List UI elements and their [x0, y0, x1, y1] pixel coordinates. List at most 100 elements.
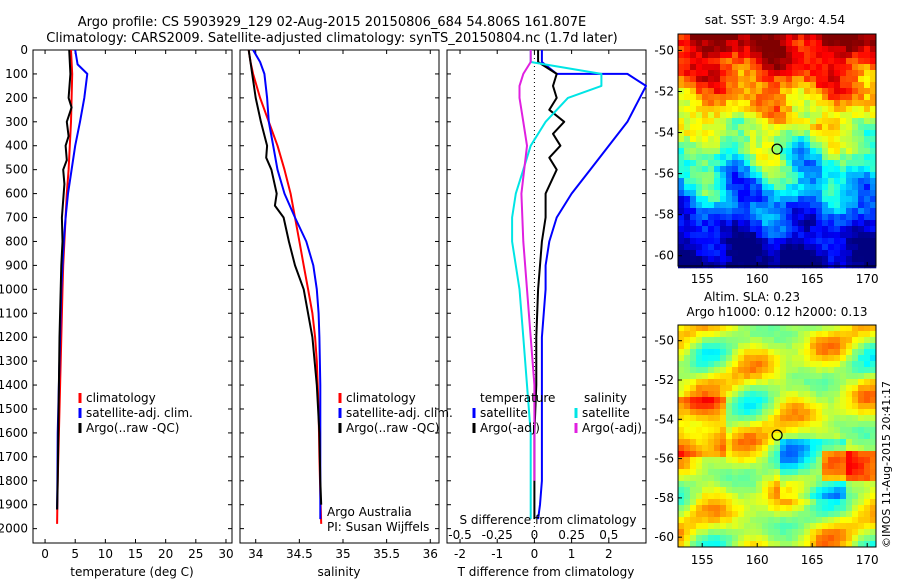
map-pixel — [750, 112, 757, 119]
map-pixel — [678, 100, 685, 107]
map-pixel — [684, 421, 691, 428]
map-pixel — [732, 46, 739, 53]
map-pixel — [702, 463, 709, 470]
map-pixel — [702, 421, 709, 428]
map-pixel — [702, 469, 709, 476]
map-pixel — [678, 118, 685, 125]
map-pixel — [684, 82, 691, 89]
map-pixel — [708, 124, 715, 131]
map-pixel — [846, 94, 853, 101]
map-pixel — [690, 214, 697, 221]
map-pixel — [762, 463, 769, 470]
map-pixel — [726, 130, 733, 137]
map-pixel — [852, 142, 859, 149]
map-pixel — [684, 457, 691, 464]
x-tick-label: 36 — [423, 547, 438, 561]
map-pixel — [690, 373, 697, 380]
map-pixel — [792, 463, 799, 470]
map-pixel — [780, 160, 787, 167]
map-pixel — [678, 355, 685, 362]
map-pixel — [696, 100, 703, 107]
map-pixel — [816, 52, 823, 59]
map-pixel — [780, 202, 787, 209]
map-pixel — [768, 250, 775, 257]
map-pixel — [714, 202, 721, 209]
map-pixel — [714, 475, 721, 482]
map-pixel — [798, 415, 805, 422]
map-pixel — [846, 403, 853, 410]
map-pixel — [684, 58, 691, 65]
map-pixel — [822, 427, 829, 434]
map-pixel — [810, 160, 817, 167]
map-pixel — [792, 160, 799, 167]
map-pixel — [696, 46, 703, 53]
map-pixel — [786, 160, 793, 167]
map-pixel — [732, 499, 739, 506]
map-pixel — [762, 232, 769, 239]
map-pixel — [852, 196, 859, 203]
map-pixel — [780, 403, 787, 410]
map-pixel — [858, 499, 865, 506]
map-pixel — [774, 52, 781, 59]
map-pixel — [834, 361, 841, 368]
map-pixel — [678, 523, 685, 530]
map-pixel — [720, 190, 727, 197]
map-pixel — [702, 94, 709, 101]
map-pixel — [720, 214, 727, 221]
map-pixel — [816, 250, 823, 257]
map-pixel — [816, 244, 823, 251]
map-pixel — [864, 481, 871, 488]
map-pixel — [816, 136, 823, 143]
map-pixel — [798, 427, 805, 434]
map-pixel — [708, 172, 715, 179]
map-pixel — [840, 505, 847, 512]
map-pixel — [732, 238, 739, 245]
map-pixel — [696, 337, 703, 344]
map-pixel — [774, 190, 781, 197]
map-pixel — [816, 445, 823, 452]
map-pixel — [744, 184, 751, 191]
map-pixel — [870, 517, 877, 524]
map-pixel — [768, 124, 775, 131]
map-pixel — [690, 337, 697, 344]
map-pixel — [786, 226, 793, 233]
map-pixel — [768, 256, 775, 263]
map-pixel — [684, 469, 691, 476]
map-pixel — [792, 493, 799, 500]
map-pixel — [852, 409, 859, 416]
map-pixel — [816, 487, 823, 494]
map-pixel — [852, 148, 859, 155]
map-pixel — [858, 58, 865, 65]
map-pixel — [798, 361, 805, 368]
map-pixel — [840, 64, 847, 71]
map-pixel — [750, 178, 757, 185]
map-pixel — [762, 142, 769, 149]
map-pixel — [780, 166, 787, 173]
map-pixel — [714, 208, 721, 215]
map-pixel — [738, 349, 745, 356]
map-pixel — [762, 34, 769, 41]
map-pixel — [684, 64, 691, 71]
map-pixel — [786, 343, 793, 350]
map-pixel — [798, 325, 805, 332]
map-pixel — [768, 58, 775, 65]
map-pixel — [702, 523, 709, 530]
map-pixel — [864, 445, 871, 452]
map-pixel — [816, 214, 823, 221]
map-lon-tick-label: 155 — [691, 272, 714, 286]
map-pixel — [834, 427, 841, 434]
map-pixel — [744, 523, 751, 530]
map-pixel — [738, 415, 745, 422]
map-pixel — [678, 517, 685, 524]
map-pixel — [750, 148, 757, 155]
map-pixel — [858, 142, 865, 149]
map-pixel — [762, 112, 769, 119]
map-pixel — [684, 226, 691, 233]
map-pixel — [870, 112, 877, 119]
map-pixel — [726, 172, 733, 179]
map-pixel — [678, 142, 685, 149]
map-pixel — [846, 160, 853, 167]
map-pixel — [798, 493, 805, 500]
map-pixel — [846, 391, 853, 398]
map-pixel — [798, 529, 805, 536]
